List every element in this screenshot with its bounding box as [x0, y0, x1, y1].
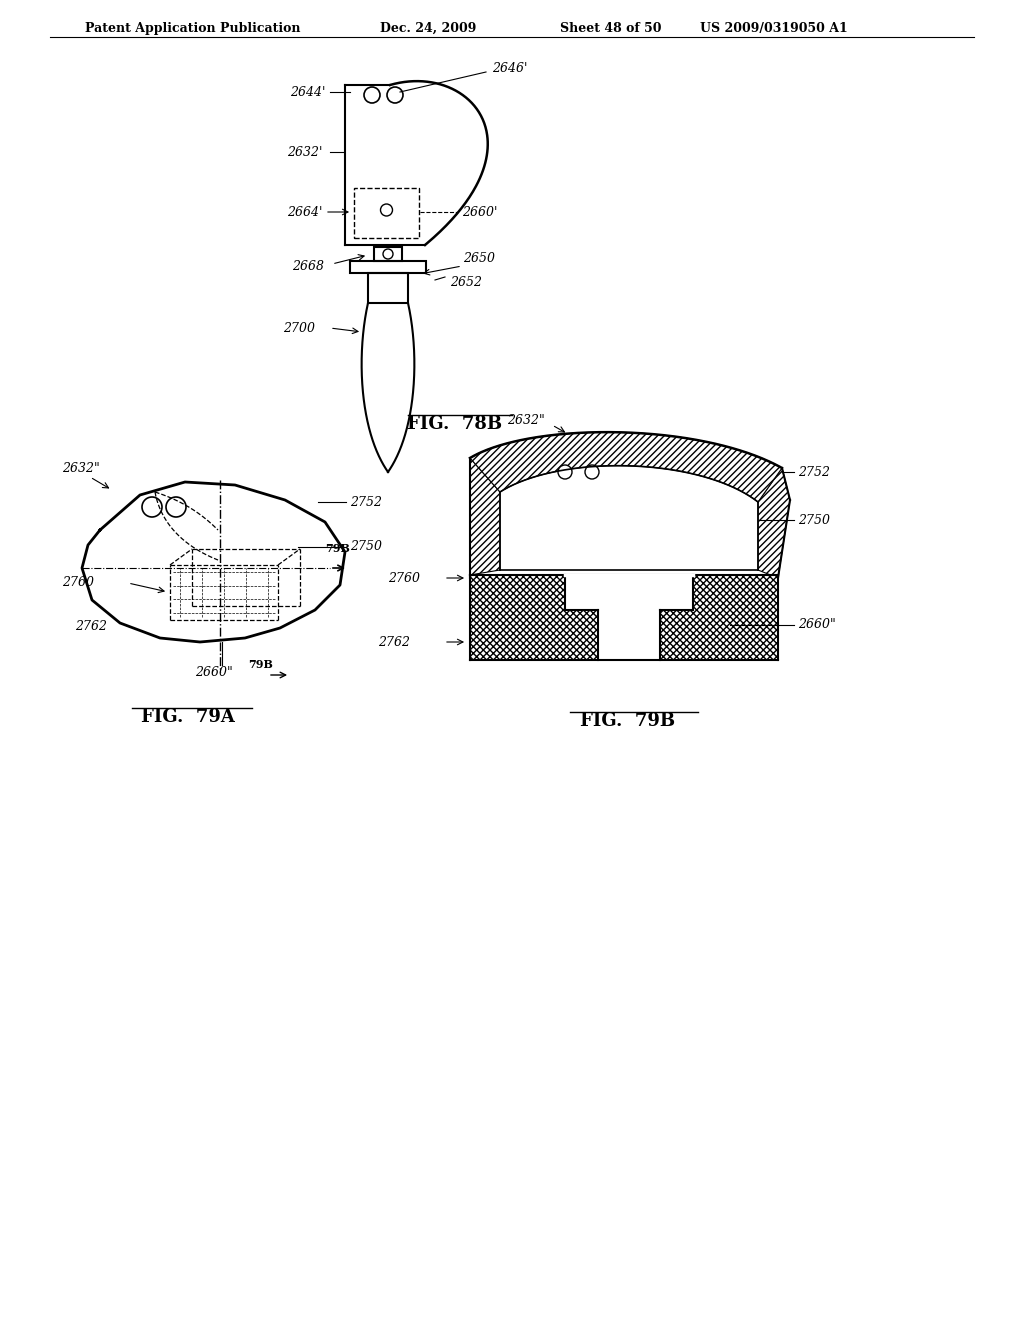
Text: 2660": 2660" — [195, 665, 232, 678]
Text: 2762: 2762 — [378, 635, 410, 648]
Text: FIG.  79A: FIG. 79A — [141, 708, 234, 726]
Text: 2652: 2652 — [450, 276, 482, 289]
Circle shape — [558, 465, 572, 479]
Text: Patent Application Publication: Patent Application Publication — [85, 22, 300, 36]
Text: 2660': 2660' — [462, 206, 498, 219]
Text: 2632": 2632" — [507, 413, 545, 426]
Text: FIG.  79B: FIG. 79B — [581, 711, 676, 730]
Text: 2700: 2700 — [283, 322, 315, 334]
Bar — [354, 187, 419, 238]
Text: 2760: 2760 — [62, 576, 94, 589]
Text: 2646': 2646' — [492, 62, 527, 74]
Text: US 2009/0319050 A1: US 2009/0319050 A1 — [700, 22, 848, 36]
Text: Dec. 24, 2009: Dec. 24, 2009 — [380, 22, 476, 36]
Text: Sheet 48 of 50: Sheet 48 of 50 — [560, 22, 662, 36]
Text: 2752: 2752 — [350, 495, 382, 508]
Text: 2650: 2650 — [463, 252, 495, 264]
Text: FIG.  78B: FIG. 78B — [408, 414, 503, 433]
Circle shape — [585, 465, 599, 479]
Polygon shape — [758, 469, 790, 578]
Bar — [374, 247, 402, 261]
Text: 2750: 2750 — [350, 540, 382, 553]
Text: 2660": 2660" — [798, 619, 836, 631]
Text: 2760: 2760 — [388, 572, 420, 585]
Text: 2752: 2752 — [798, 466, 830, 479]
Text: 2762: 2762 — [75, 620, 106, 634]
Text: 79B: 79B — [326, 543, 350, 554]
Text: 2664': 2664' — [287, 206, 323, 219]
Bar — [368, 273, 408, 304]
Text: 2750: 2750 — [798, 513, 830, 527]
Text: 2632": 2632" — [62, 462, 99, 474]
Polygon shape — [470, 576, 598, 660]
Polygon shape — [470, 458, 500, 576]
Text: 2668: 2668 — [292, 260, 324, 272]
Polygon shape — [660, 576, 778, 660]
Polygon shape — [470, 432, 782, 502]
Text: 2644': 2644' — [290, 86, 326, 99]
Bar — [350, 261, 426, 273]
Text: 79B: 79B — [248, 659, 272, 671]
Text: 2632': 2632' — [287, 145, 323, 158]
